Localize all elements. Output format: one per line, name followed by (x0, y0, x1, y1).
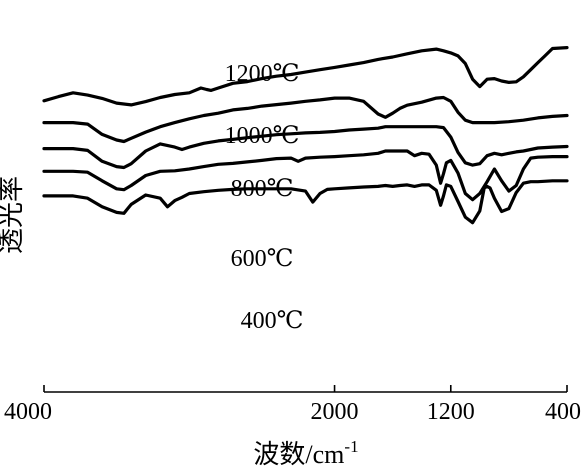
y-axis-label: 透光率 (0, 176, 26, 254)
x-tick-label: 2000 (311, 399, 359, 425)
series-label: 400℃ (241, 308, 304, 334)
x-tick-label: 400 (545, 399, 581, 425)
series-label: 800℃ (231, 176, 294, 202)
x-tick-label: 4000 (4, 399, 52, 425)
series-line-400c (42, 179, 569, 225)
series-label: 1000℃ (225, 123, 300, 149)
x-axis-label: 波数/cm-1 (253, 437, 358, 468)
x-tick-layer: 4000 2000 1200 400 (4, 385, 581, 425)
series-line-1200c (42, 46, 569, 107)
series-layer (42, 46, 569, 225)
x-axis-label-text: 波数/cm (253, 440, 344, 468)
series-line-600c (42, 149, 569, 202)
x-tick-label: 1200 (427, 399, 475, 425)
series-label: 1200℃ (225, 61, 300, 87)
x-axis-label-exponent: -1 (344, 437, 358, 456)
series-label: 600℃ (231, 246, 294, 272)
series-label-layer: 1200℃ 1000℃ 800℃ 600℃ 400℃ (225, 61, 304, 334)
series-line-1000c (42, 95, 569, 144)
series-line-800c (42, 125, 569, 170)
